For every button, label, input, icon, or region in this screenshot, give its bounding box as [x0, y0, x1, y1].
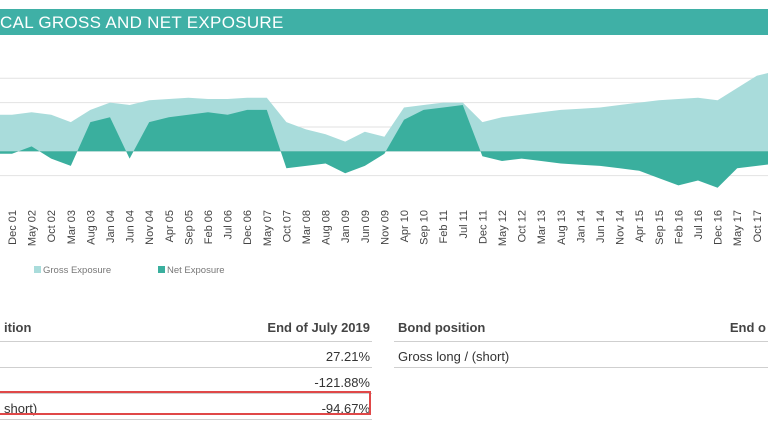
x-tick-label: Aug 03	[85, 210, 97, 245]
row-value: -94.67%	[321, 401, 370, 416]
x-tick-label: Jun 04	[125, 210, 137, 243]
x-tick-label: Oct 02	[46, 210, 58, 242]
x-tick-label: Jul 06	[223, 210, 235, 239]
x-tick-label: Jun 09	[360, 210, 372, 243]
x-tick-label: Nov 04	[144, 210, 156, 245]
x-tick-label: May 02	[27, 210, 39, 246]
x-tick-label: Oct 17	[752, 210, 764, 242]
x-tick-label: Feb 16	[673, 210, 685, 244]
x-tick-label: Dec 06	[242, 210, 254, 245]
x-tick-label: Aug 08	[321, 210, 333, 245]
x-tick-label: Jul 16	[693, 210, 705, 239]
chart-title: CAL GROSS AND NET EXPOSURE	[0, 13, 284, 32]
x-tick-label: Sep 15	[654, 210, 666, 245]
header-value: End of July 2019	[267, 320, 370, 335]
x-tick-label: May 17	[732, 210, 744, 246]
x-tick-label: Mar 03	[66, 210, 78, 244]
equity-position-table: ition End of July 2019 27.21% -121.88% s…	[0, 313, 372, 420]
x-tick-label: Apr 05	[164, 210, 176, 242]
table-row: short) -94.67%	[0, 394, 372, 420]
table-row: -121.88%	[0, 368, 372, 394]
legend-swatch-net	[158, 266, 165, 273]
header-label: ition	[4, 320, 32, 335]
header-value: End o	[729, 320, 766, 335]
x-tick-label: Jan 04	[105, 210, 117, 243]
x-tick-label: May 12	[497, 210, 509, 246]
x-tick-label: Jan 14	[575, 210, 587, 243]
x-tick-label: Oct 07	[281, 210, 293, 242]
x-tick-label: Jan 09	[340, 210, 352, 243]
x-tick-label: Jul 11	[458, 210, 470, 239]
x-tick-label: Jun 14	[595, 210, 607, 243]
x-tick-label: Dec 01	[7, 210, 19, 245]
x-tick-label: Dec 16	[713, 210, 725, 245]
legend-label-gross: Gross Exposure	[43, 265, 111, 276]
x-tick-label: Feb 11	[438, 210, 450, 243]
x-tick-label: Apr 10	[399, 210, 411, 242]
x-tick-label: Feb 06	[203, 210, 215, 244]
x-tick-label: Oct 12	[517, 210, 529, 242]
row-value: -121.88%	[314, 375, 370, 390]
x-tick-label: Dec 11	[477, 210, 489, 244]
x-tick-label: Nov 09	[379, 210, 391, 245]
chart-title-bar: CAL GROSS AND NET EXPOSURE	[0, 9, 768, 35]
x-tick-label: Aug 13	[556, 210, 568, 245]
x-tick-label: Mar 13	[536, 210, 548, 244]
header-label: Bond position	[398, 320, 486, 335]
table-row: Gross long / (short)	[394, 342, 768, 368]
row-label: Gross long / (short)	[398, 349, 510, 364]
highlight-box	[0, 391, 371, 415]
legend-swatch-gross	[34, 266, 41, 273]
row-label: short)	[4, 401, 38, 416]
legend-label-net: Net Exposure	[167, 265, 225, 276]
x-axis-tick-labels: Dec 01 May 02 Oct 02 Mar 03 Aug 03 Jan 04 Jun …	[7, 210, 764, 246]
x-tick-label: Apr 15	[634, 210, 646, 242]
table-row: 27.21%	[0, 342, 372, 368]
bond-position-table: Bond position End o Gross long / (short)	[394, 313, 768, 368]
table-header: Bond position End o	[394, 313, 768, 342]
exposure-area-chart: Dec 01 May 02 Oct 02 Mar 03 Aug 03 Jan 04 Jun …	[0, 71, 768, 276]
net-exposure-area	[0, 105, 768, 188]
x-tick-label: Sep 05	[183, 210, 195, 245]
row-value: 27.21%	[325, 349, 370, 364]
x-tick-label: May 07	[262, 210, 274, 246]
table-header: ition End of July 2019	[0, 313, 372, 342]
x-tick-label: Mar 08	[301, 210, 313, 244]
x-tick-label: Sep 10	[419, 210, 431, 245]
chart-legend: Gross Exposure Net Exposure	[34, 265, 225, 276]
x-tick-label: Nov 14	[615, 210, 627, 245]
